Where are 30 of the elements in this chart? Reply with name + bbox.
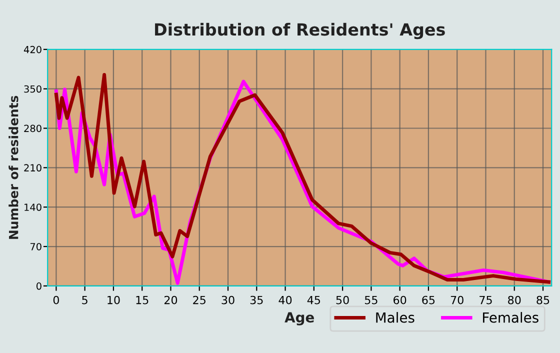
x-tick-label: 0 <box>53 296 59 304</box>
x-tick-label: 25 <box>193 296 206 304</box>
x-tick-label: 80 <box>508 296 521 304</box>
y-axis-title: Number of residents <box>8 96 18 239</box>
x-tick-label: 45 <box>307 296 320 304</box>
y-tick-label: 140 <box>24 204 42 211</box>
x-tick-label: 40 <box>278 296 292 304</box>
x-tick-label: 70 <box>450 296 464 304</box>
legend-label: Males <box>376 312 414 323</box>
legend-label: Females <box>483 312 538 323</box>
y-tick-label: 210 <box>24 164 42 172</box>
x-tick-label: 30 <box>222 296 234 304</box>
x-tick-label: 5 <box>82 296 88 304</box>
y-tick-label: 420 <box>24 46 42 54</box>
y-tick-label: 280 <box>24 124 42 132</box>
x-tick-label: 20 <box>164 296 178 304</box>
x-tick-label: 75 <box>480 296 492 304</box>
y-tick-label: 0 <box>36 282 42 290</box>
x-tick-label: 50 <box>336 296 349 304</box>
x-tick-label: 85 <box>536 296 550 304</box>
x-tick-label: 35 <box>250 296 263 304</box>
x-tick-label: 65 <box>422 296 435 304</box>
chart-title: Distribution of Residents' Ages <box>155 22 445 40</box>
x-tick-label: 55 <box>364 296 378 304</box>
y-tick-label: 70 <box>30 242 42 250</box>
x-tick-label: 10 <box>108 296 120 304</box>
y-tick-label: 350 <box>24 85 42 93</box>
x-tick-label: 60 <box>394 296 406 304</box>
x-axis-title: Age <box>284 312 314 326</box>
x-tick-label: 15 <box>136 296 148 304</box>
